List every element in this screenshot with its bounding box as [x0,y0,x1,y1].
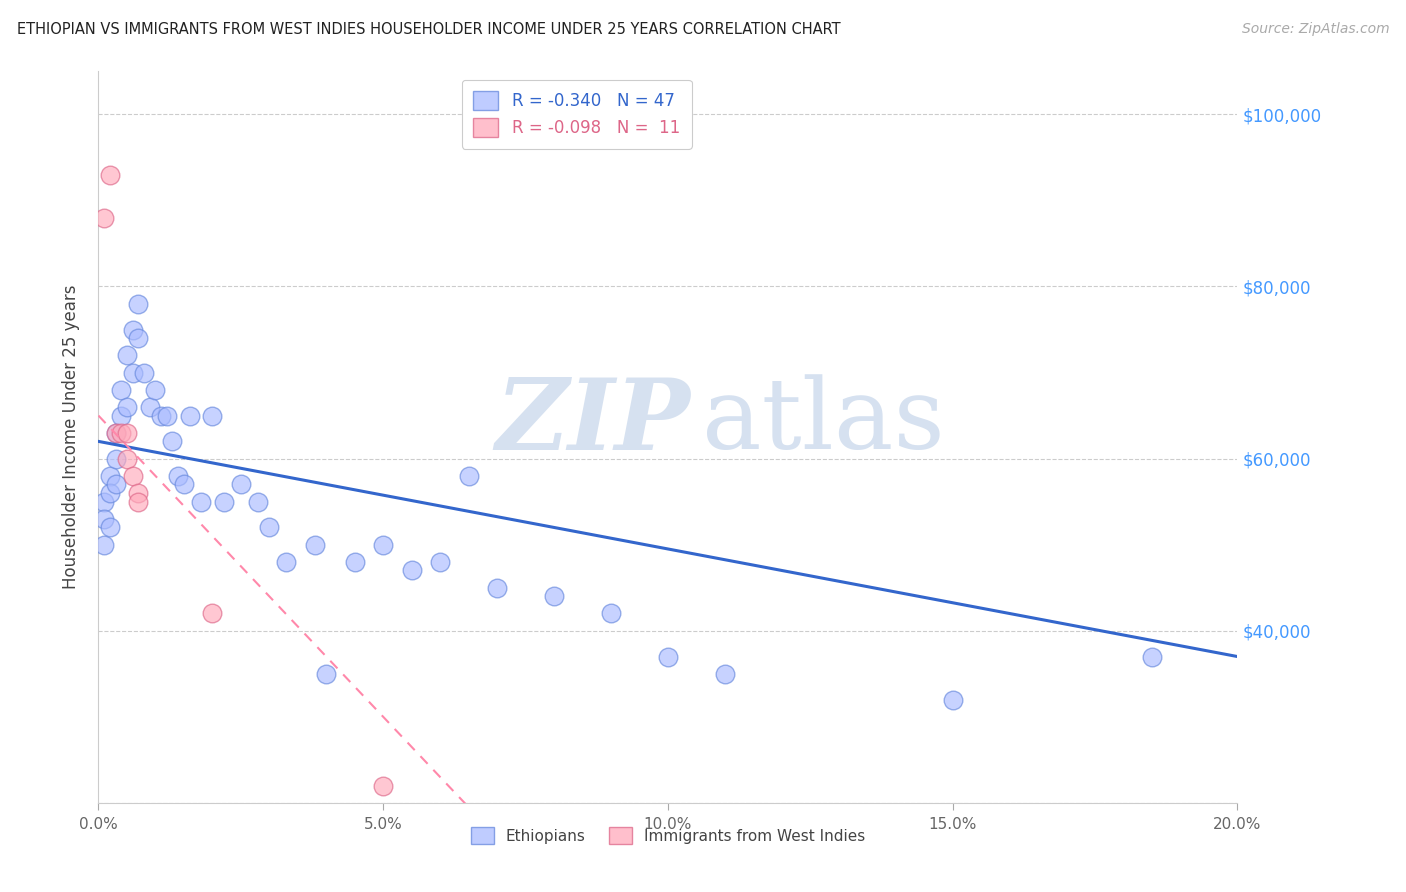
Point [110,383,132,397]
Point [93,512,115,526]
Point [98,486,121,500]
Point [304,538,326,552]
Point [104,425,127,440]
Point [167,468,190,483]
Point [373,538,395,552]
Point [212,494,235,508]
Point [98,468,121,483]
Point [110,425,132,440]
Point [1140,649,1163,664]
Point [429,555,451,569]
Point [104,425,127,440]
Point [173,477,195,491]
Point [246,494,269,508]
Point [150,409,173,423]
Point [104,451,127,466]
Point [127,486,149,500]
Point [373,779,395,793]
Point [110,409,132,423]
Text: ETHIOPIAN VS IMMIGRANTS FROM WEST INDIES HOUSEHOLDER INCOME UNDER 25 YEARS CORRE: ETHIOPIAN VS IMMIGRANTS FROM WEST INDIES… [17,22,841,37]
Text: ZIP: ZIP [496,375,690,471]
Point [343,555,366,569]
Point [121,468,143,483]
Y-axis label: Householder Income Under 25 years: Householder Income Under 25 years [62,285,80,590]
Point [98,520,121,534]
Text: atlas: atlas [702,375,945,470]
Point [486,581,509,595]
Point [145,383,167,397]
Point [179,409,201,423]
Point [115,451,138,466]
Point [127,494,149,508]
Point [190,494,212,508]
Point [657,649,679,664]
Point [600,607,623,621]
Point [93,211,115,225]
Point [315,666,337,681]
Point [714,666,737,681]
Point [543,589,565,603]
Point [115,400,138,414]
Point [259,520,281,534]
Point [115,425,138,440]
Point [121,322,143,336]
Point [93,538,115,552]
Point [156,409,179,423]
Point [121,366,143,380]
Point [127,331,149,345]
Point [276,555,298,569]
Point [457,468,479,483]
Text: Source: ZipAtlas.com: Source: ZipAtlas.com [1241,22,1389,37]
Point [162,434,184,449]
Point [401,564,423,578]
Point [98,168,121,182]
Point [942,692,965,706]
Point [201,409,224,423]
Point [93,494,115,508]
Point [104,477,127,491]
Legend: Ethiopians, Immigrants from West Indies: Ethiopians, Immigrants from West Indies [464,822,872,850]
Point [115,348,138,362]
Point [138,400,160,414]
Point [127,296,149,310]
Point [132,366,155,380]
Point [229,477,252,491]
Point [201,607,224,621]
